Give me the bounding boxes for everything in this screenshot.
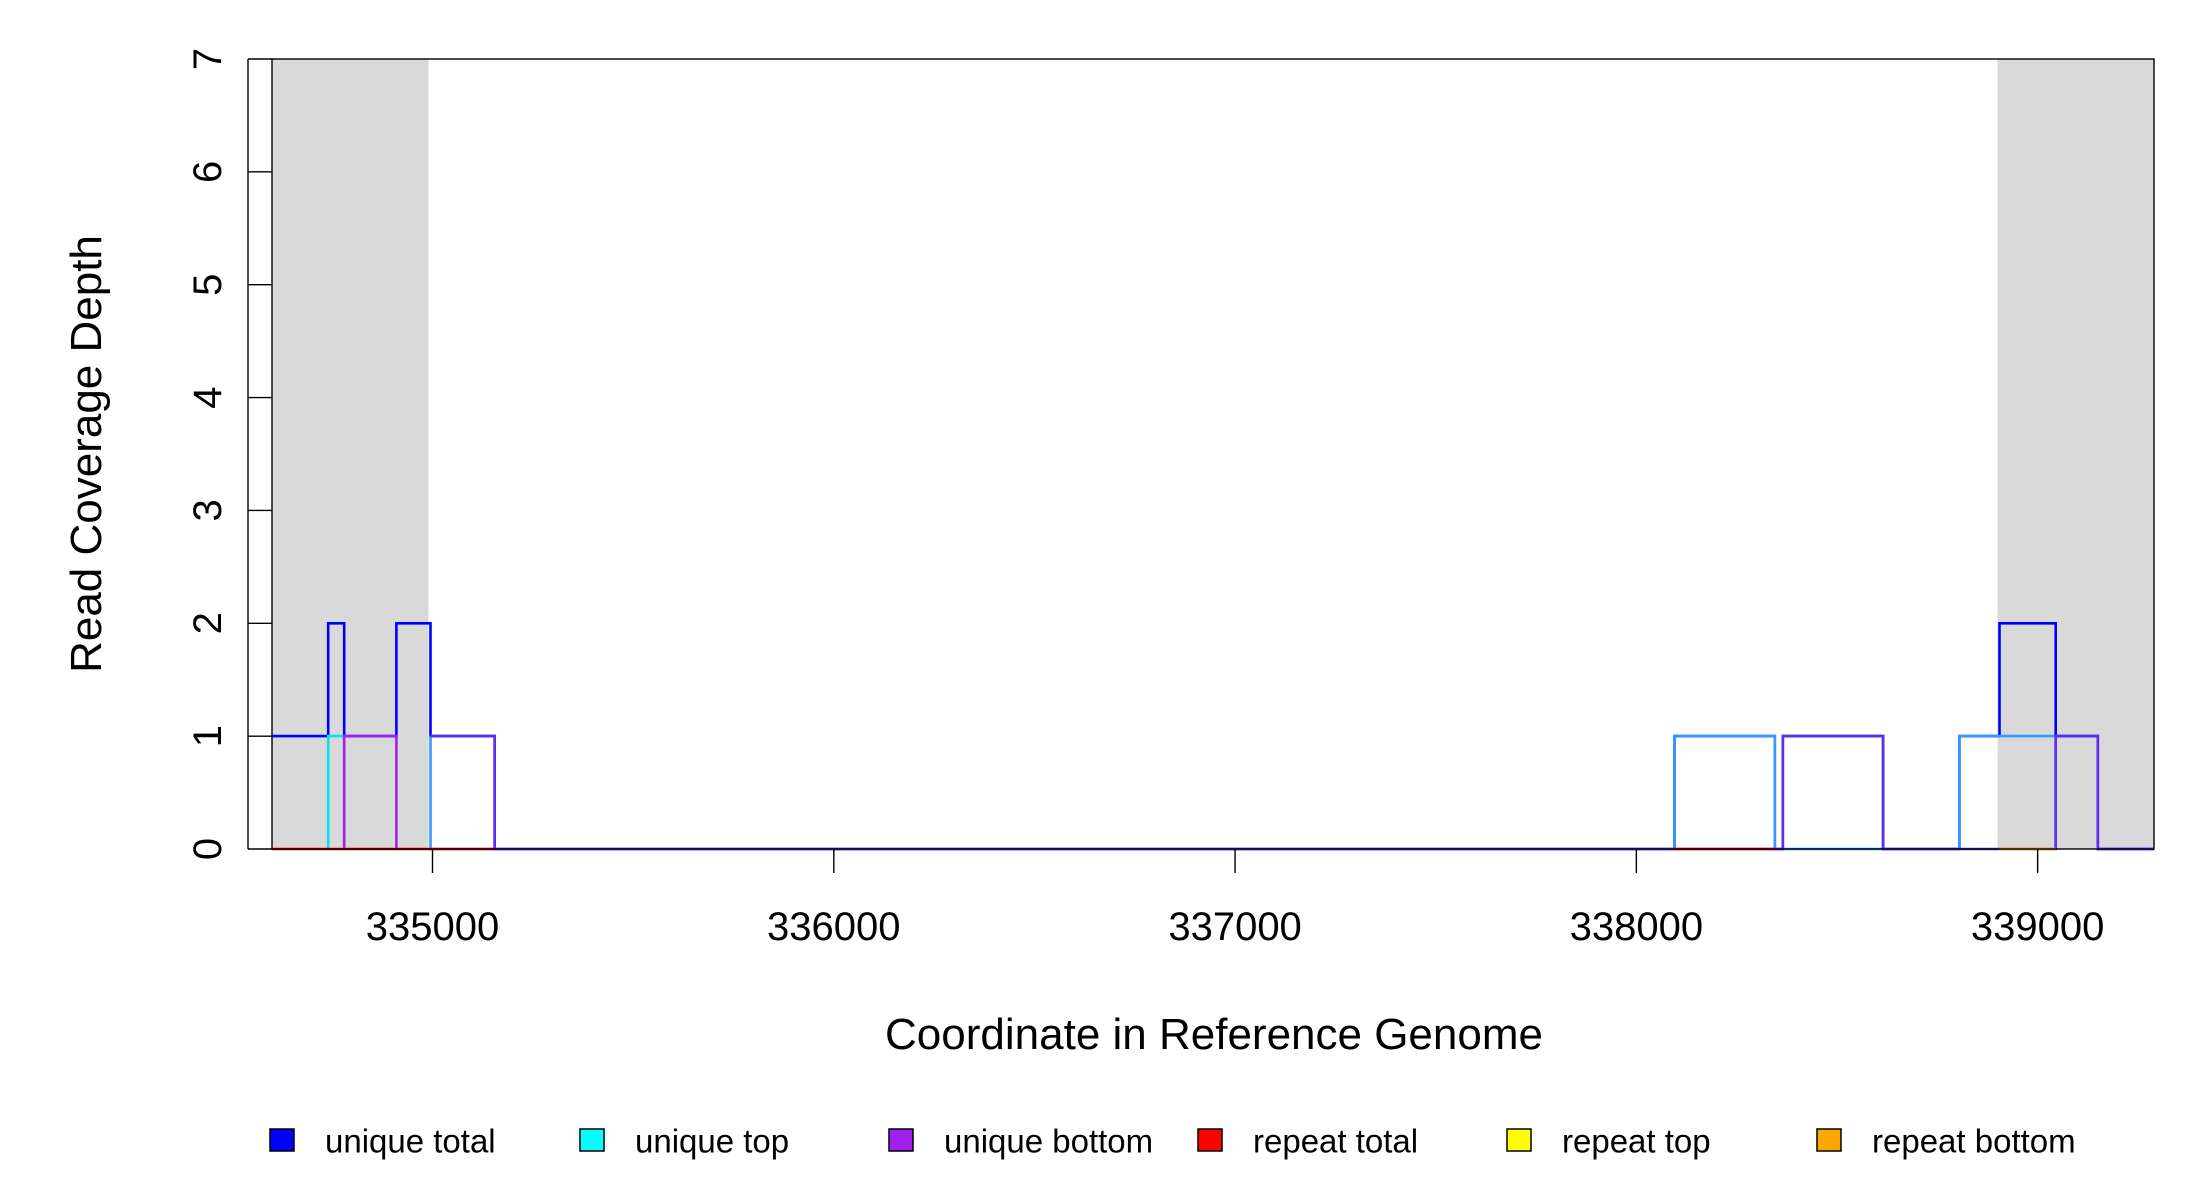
x-tick-label: 335000: [366, 905, 499, 949]
legend-swatch: [888, 1128, 914, 1152]
legend-item-unique-bottom: unique bottom: [888, 1123, 1153, 1160]
legend-label: repeat total: [1253, 1123, 1418, 1160]
y-axis-title: Read Coverage Depth: [62, 235, 111, 673]
legend-item-unique-top: unique top: [579, 1123, 789, 1160]
series-lines: [272, 621, 2154, 851]
x-axis-title: Coordinate in Reference Genome: [885, 1010, 1543, 1059]
y-tick-label: 0: [186, 838, 230, 860]
legend-label: repeat bottom: [1872, 1123, 2076, 1160]
legend-swatch: [579, 1128, 605, 1152]
y-tick-label: 4: [186, 386, 230, 408]
legend-item-unique-total: unique total: [269, 1123, 496, 1160]
y-tick-label: 5: [186, 274, 230, 296]
legend-swatch: [1506, 1128, 1532, 1152]
series-line-unique-bottom: [342, 734, 398, 849]
shaded-region-2: [1997, 59, 2154, 849]
y-axis: 0 1 2 3 4 5 6 7: [186, 48, 272, 860]
x-tick-label: 338000: [1570, 905, 1703, 949]
legend-label: unique bottom: [944, 1123, 1153, 1160]
y-tick-label: 3: [186, 499, 230, 521]
x-axis: 335000 336000 337000 338000 339000: [366, 849, 2104, 949]
x-tick-label: 337000: [1168, 905, 1301, 949]
shaded-region-1: [272, 59, 429, 849]
legend-item-repeat-bottom: repeat bottom: [1816, 1123, 2076, 1160]
shaded-regions: [272, 59, 2154, 849]
y-tick-label: 1: [186, 725, 230, 747]
series-line-unique-top: [429, 734, 2057, 851]
y-tick-label: 6: [186, 161, 230, 183]
legend-item-repeat-top: repeat top: [1506, 1123, 1711, 1160]
legend-swatch: [269, 1128, 295, 1152]
series-line-unique-bottom: [430, 734, 2154, 851]
legend-label: unique top: [635, 1123, 789, 1160]
legend-label: unique total: [325, 1123, 496, 1160]
x-tick-label: 339000: [1971, 905, 2104, 949]
legend-swatch: [1197, 1128, 1223, 1152]
y-tick-label: 7: [186, 48, 230, 70]
legend-item-repeat-total: repeat total: [1197, 1123, 1418, 1160]
legend-swatch: [1816, 1128, 1842, 1152]
legend-label: repeat top: [1562, 1123, 1711, 1160]
legend: unique total unique top unique bottom repea…: [269, 1123, 2076, 1160]
plot-frame: [271, 58, 2155, 850]
y-tick-label: 2: [186, 612, 230, 634]
x-tick-label: 336000: [767, 905, 900, 949]
